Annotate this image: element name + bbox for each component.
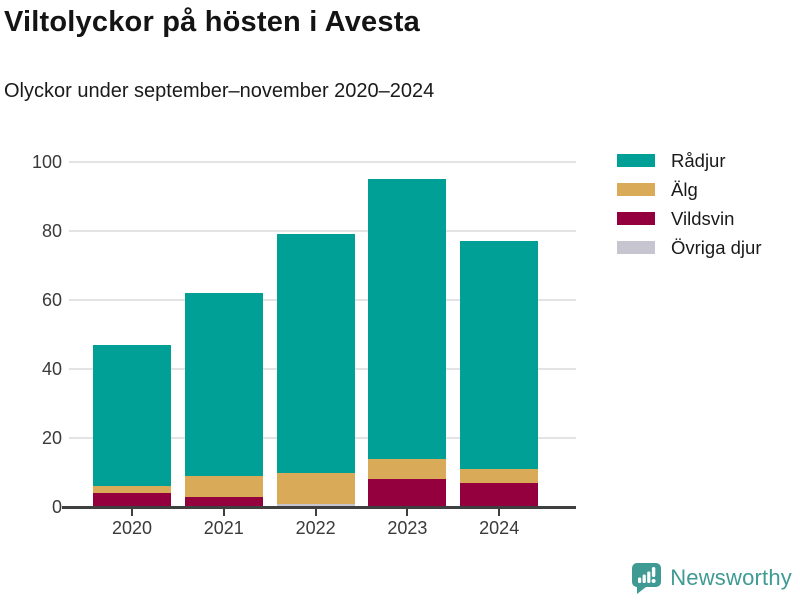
chart-title: Viltolyckor på hösten i Avesta [4, 6, 420, 38]
bar-segment-2023-rådjur [368, 179, 447, 459]
bar-segment-2022-övriga-djur [276, 503, 355, 507]
legend-label: Älg [671, 178, 698, 200]
y-axis-tick-label: 20 [41, 428, 62, 448]
bar-segment-2020-rådjur [93, 344, 171, 487]
x-axis-tick [131, 508, 133, 516]
bar-segment-2021-rådjur [184, 293, 263, 476]
bar-segment-2024-rådjur [460, 241, 539, 470]
newsworthy-brand-text: Newsworthy [670, 564, 792, 590]
x-axis-tick [498, 508, 501, 516]
newsworthy-logo-icon [632, 563, 662, 594]
legend-swatch [617, 183, 655, 196]
gridline-y80 [69, 230, 576, 232]
legend-label: Övriga djur [671, 236, 762, 258]
bar-2023 [368, 179, 447, 507]
legend-label: Vildsvin [671, 207, 735, 229]
x-axis-tick-label: 2024 [479, 518, 520, 538]
legend-label: Rådjur [671, 149, 726, 171]
bar-segment-2020-älg [93, 486, 171, 494]
chart-subtitle: Olyckor under september–november 2020–20… [4, 80, 435, 102]
legend-item-vildsvin: Vildsvin [617, 204, 761, 233]
x-axis-line [62, 505, 576, 509]
x-axis-tick [406, 508, 409, 516]
legend-swatch [617, 154, 655, 167]
x-axis-tick [314, 508, 317, 516]
legend-item-älg: Älg [617, 175, 761, 204]
bar-segment-2022-rådjur [276, 234, 355, 473]
legend-item-övriga-djur: Övriga djur [617, 233, 761, 262]
legend-swatch [617, 212, 655, 225]
legend: Rådjur Älg Vildsvin Övriga djur [617, 146, 761, 262]
y-axis-tick-label: 0 [51, 497, 62, 517]
bar-2022 [276, 234, 355, 507]
x-axis-tick [222, 508, 225, 516]
bar-2021 [184, 293, 263, 507]
newsworthy-brand: Newsworthy [630, 561, 792, 594]
y-axis-tick-label: 100 [31, 152, 62, 172]
gridline-y100 [69, 161, 576, 163]
x-axis-tick-label: 2022 [295, 518, 336, 538]
bar-segment-2023-vildsvin [368, 479, 447, 507]
bar-segment-2022-älg [276, 472, 355, 504]
y-axis-tick-label: 60 [41, 290, 62, 310]
x-axis-tick-label: 2023 [387, 518, 428, 538]
x-axis-tick-label: 2020 [111, 518, 153, 538]
y-axis-tick-label: 40 [41, 359, 62, 379]
x-axis-tick-label: 2021 [203, 518, 244, 538]
bar-segment-2020-vildsvin [93, 493, 171, 507]
y-axis-tick-label: 80 [41, 221, 62, 241]
bar-2024 [460, 241, 539, 507]
legend-swatch [617, 241, 655, 254]
bar-segment-2021-vildsvin [184, 496, 263, 507]
bar-segment-2024-vildsvin [460, 482, 539, 507]
bar-segment-2024-älg [460, 469, 539, 483]
bar-segment-2023-älg [368, 458, 447, 480]
bar-segment-2021-älg [184, 475, 263, 497]
legend-item-rådjur: Rådjur [617, 146, 761, 175]
bar-2020 [93, 344, 171, 507]
